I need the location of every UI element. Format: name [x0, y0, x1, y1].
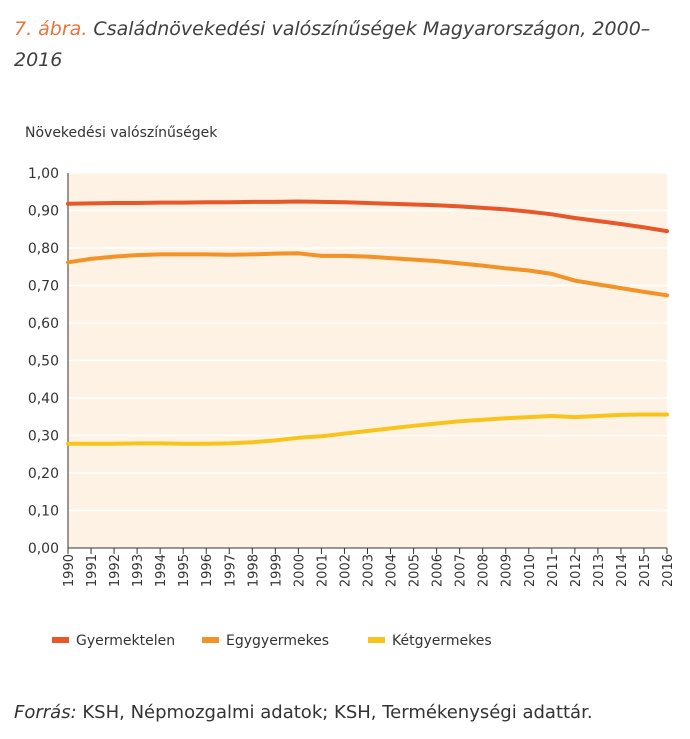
x-tick-label: 1995 [177, 554, 192, 587]
legend-label: Egygyermekes [226, 633, 329, 649]
x-tick-label: 2002 [338, 554, 353, 587]
y-tick-label: 0,50 [28, 354, 59, 370]
y-tick-label: 0,90 [28, 204, 59, 220]
series-line-kétgyermekes [66, 412, 669, 446]
x-tick-label: 1993 [131, 554, 146, 587]
y-tick-label: 0,70 [28, 279, 59, 295]
x-tick-label: 2001 [315, 554, 330, 587]
source-prefix: Forrás: [14, 702, 77, 723]
x-tick-label: 2011 [546, 554, 561, 587]
legend-label: Kétgyermekes [392, 633, 492, 649]
x-tick-label: 2015 [638, 554, 653, 587]
x-tick-label: 1991 [85, 554, 100, 587]
x-tick-label: 1996 [200, 554, 215, 587]
x-tick-label: 2014 [615, 554, 630, 587]
x-tick-label: 2010 [523, 554, 538, 587]
y-tick-label: 0,60 [28, 316, 59, 332]
y-tick-label: 0,40 [28, 391, 59, 407]
x-tick-label: 2004 [385, 554, 400, 587]
x-tick-label: 2000 [292, 554, 307, 587]
x-tick-label: 2009 [500, 554, 515, 587]
x-tick-label: 2003 [362, 554, 377, 587]
figure-number: 7. ábra. [14, 18, 88, 40]
x-tick-label: 2013 [592, 554, 607, 587]
series-line-egygyermekes [66, 251, 669, 298]
x-tick-label: 2008 [477, 554, 492, 587]
x-tick-label: 2016 [661, 554, 676, 587]
legend-label: Gyermektelen [76, 633, 175, 649]
x-tick-label: 1999 [269, 554, 284, 587]
source-text: KSH, Népmozgalmi adatok; KSH, Termékenys… [82, 702, 593, 723]
chart-title: 7. ábra. Családnövekedési valószínűségek… [14, 14, 684, 76]
y-tick-label: 0,10 [28, 504, 59, 520]
x-tick-label: 1990 [62, 554, 77, 587]
y-tick-label: 0,30 [28, 429, 59, 445]
y-tick-label: 0,20 [28, 466, 59, 482]
y-tick-label: 1,00 [28, 166, 59, 182]
x-tick-label: 2005 [408, 554, 423, 587]
y-tick-label: 0,00 [28, 541, 59, 557]
x-tick-label: 1998 [246, 554, 261, 587]
x-tick-label: 1997 [223, 554, 238, 587]
series-line-gyermektelen [66, 199, 669, 234]
y-tick-label: 0,80 [28, 241, 59, 257]
x-tick-label: 2006 [431, 554, 446, 587]
y-axis-label: Növekedési valószínűségek [25, 125, 218, 141]
x-tick-label: 2012 [569, 554, 584, 587]
source-note: Forrás: KSH, Népmozgalmi adatok; KSH, Te… [14, 702, 593, 723]
x-tick-label: 2007 [454, 554, 469, 587]
x-tick-label: 1992 [108, 554, 123, 587]
figure-title: Családnövekedési valószínűségek Magyaror… [14, 18, 651, 71]
x-tick-label: 1994 [154, 554, 169, 587]
